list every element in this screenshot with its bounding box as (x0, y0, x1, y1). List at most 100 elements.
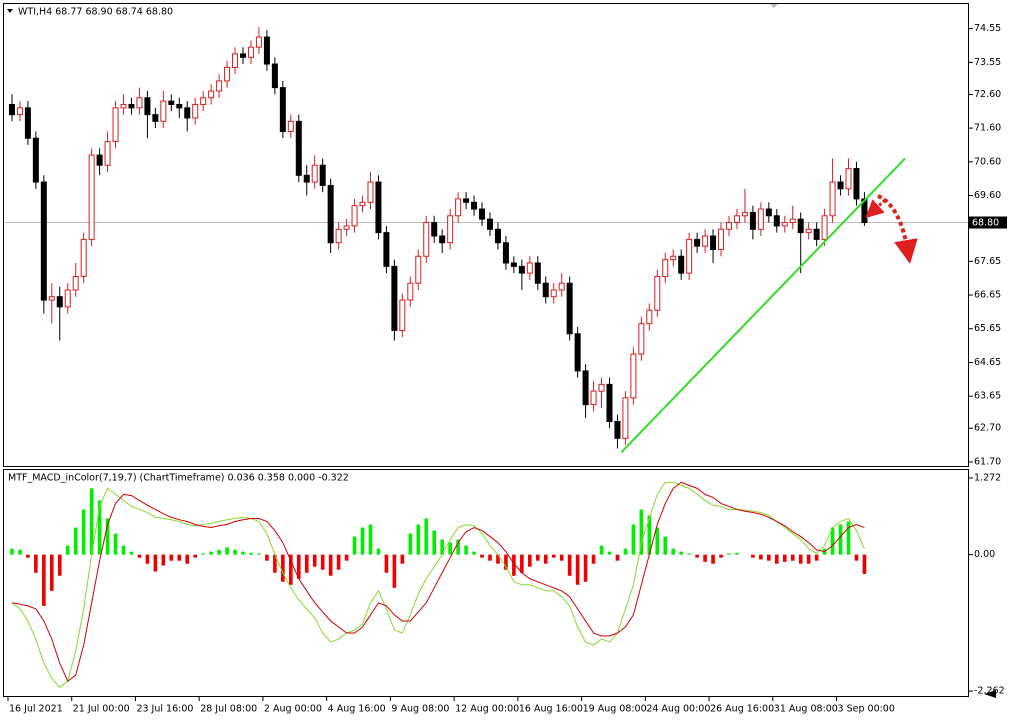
current-price-label: 68.80 (972, 218, 999, 229)
histogram-bar (281, 554, 285, 582)
y-tick-label: 73.55 (974, 57, 1001, 68)
dropdown-icon[interactable] (7, 9, 13, 13)
histogram-bar (81, 509, 86, 555)
histogram-bar (782, 554, 787, 562)
histogram-bar (814, 554, 819, 561)
candle-body (455, 198, 462, 217)
histogram-bar (767, 554, 771, 561)
candle-body (184, 107, 191, 119)
candle-body (295, 120, 302, 176)
candle-body (598, 383, 605, 392)
candle-body (813, 228, 820, 240)
candle-body (240, 53, 247, 58)
candle-body (542, 282, 549, 298)
candle-body (64, 289, 71, 308)
candle-body (263, 36, 270, 65)
candle-body (582, 370, 589, 406)
candle-body (255, 36, 262, 48)
candle-body (550, 289, 557, 298)
candle-body (471, 201, 478, 210)
candle-body (32, 137, 39, 183)
histogram-bar (647, 515, 652, 555)
candle-body (176, 103, 183, 109)
histogram-bar (512, 554, 516, 576)
candle-body (96, 154, 103, 166)
shift-marker (770, 4, 778, 8)
candle-body (24, 107, 31, 139)
histogram-bar (679, 551, 683, 555)
candle-body (694, 238, 701, 247)
histogram-bar (727, 553, 731, 555)
histogram-bar (408, 533, 413, 555)
candle-body (630, 353, 637, 399)
histogram-bar (249, 552, 253, 555)
candle-body (837, 181, 844, 190)
y-tick-label: 74.55 (974, 23, 1001, 34)
candle-body (741, 211, 748, 217)
candle-body (773, 215, 780, 227)
candle-body (821, 215, 828, 240)
histogram-bar (623, 548, 628, 555)
histogram-bar (798, 554, 803, 564)
histogram-bar (424, 518, 429, 555)
y-tick-label: 63.65 (974, 391, 1001, 402)
histogram-bar (336, 554, 341, 570)
x-tick-label: 9 Aug 08:00 (391, 704, 449, 715)
x-tick-label: 28 Jul 08:00 (200, 704, 257, 715)
candle-body (566, 282, 573, 335)
candle-body (781, 222, 788, 227)
histogram-bar (687, 553, 691, 555)
candle-body (749, 211, 756, 230)
histogram-bar (392, 554, 397, 588)
histogram-bar (830, 527, 835, 555)
candle-body (112, 107, 119, 143)
candle-body (534, 262, 541, 284)
candle-body (343, 225, 350, 230)
candle-body (646, 309, 653, 325)
histogram-bar (50, 554, 54, 591)
histogram-bar (488, 554, 492, 561)
histogram-bar (735, 552, 739, 555)
candle-body (558, 282, 565, 291)
candle-body (526, 262, 533, 274)
histogram-bar (57, 554, 62, 576)
histogram-bar (631, 524, 636, 555)
candle-body (845, 168, 852, 190)
forecast-arrow (877, 194, 918, 264)
candle-body (327, 184, 334, 244)
histogram-bar (551, 554, 556, 558)
candle-body (88, 154, 95, 240)
macd-line (11, 481, 865, 683)
histogram-bar (169, 554, 174, 561)
candle-body (375, 181, 382, 234)
histogram-bar (790, 554, 795, 561)
histogram-bar (26, 554, 30, 558)
x-tick-label: 12 Aug 00:00 (455, 704, 519, 715)
histogram-bar (480, 554, 484, 558)
candle-body (765, 208, 772, 217)
candle-body (40, 181, 47, 301)
price-pane (3, 3, 969, 467)
histogram-bar (10, 548, 14, 555)
candle-body (733, 215, 740, 224)
candle-body (805, 228, 812, 234)
histogram-bar (105, 518, 110, 555)
candle-body (662, 259, 669, 277)
histogram-bar (121, 545, 126, 555)
histogram-bar (65, 545, 70, 555)
histogram-bar (209, 551, 213, 555)
y-tick-label: 69.60 (974, 190, 1001, 201)
candle-body (494, 228, 501, 244)
histogram-bar (97, 500, 102, 555)
scroll-icon (984, 690, 996, 698)
y-tick-label: 67.65 (974, 256, 1001, 267)
candle-body (208, 90, 215, 99)
candle-body (622, 397, 629, 439)
histogram-bar (671, 548, 676, 555)
histogram-bar (607, 551, 612, 555)
histogram-bar (535, 554, 540, 561)
histogram-bar (145, 554, 150, 564)
histogram-bar (225, 547, 229, 555)
x-tick-label: 16 Jul 2021 (9, 704, 63, 715)
candle-body (710, 235, 717, 251)
